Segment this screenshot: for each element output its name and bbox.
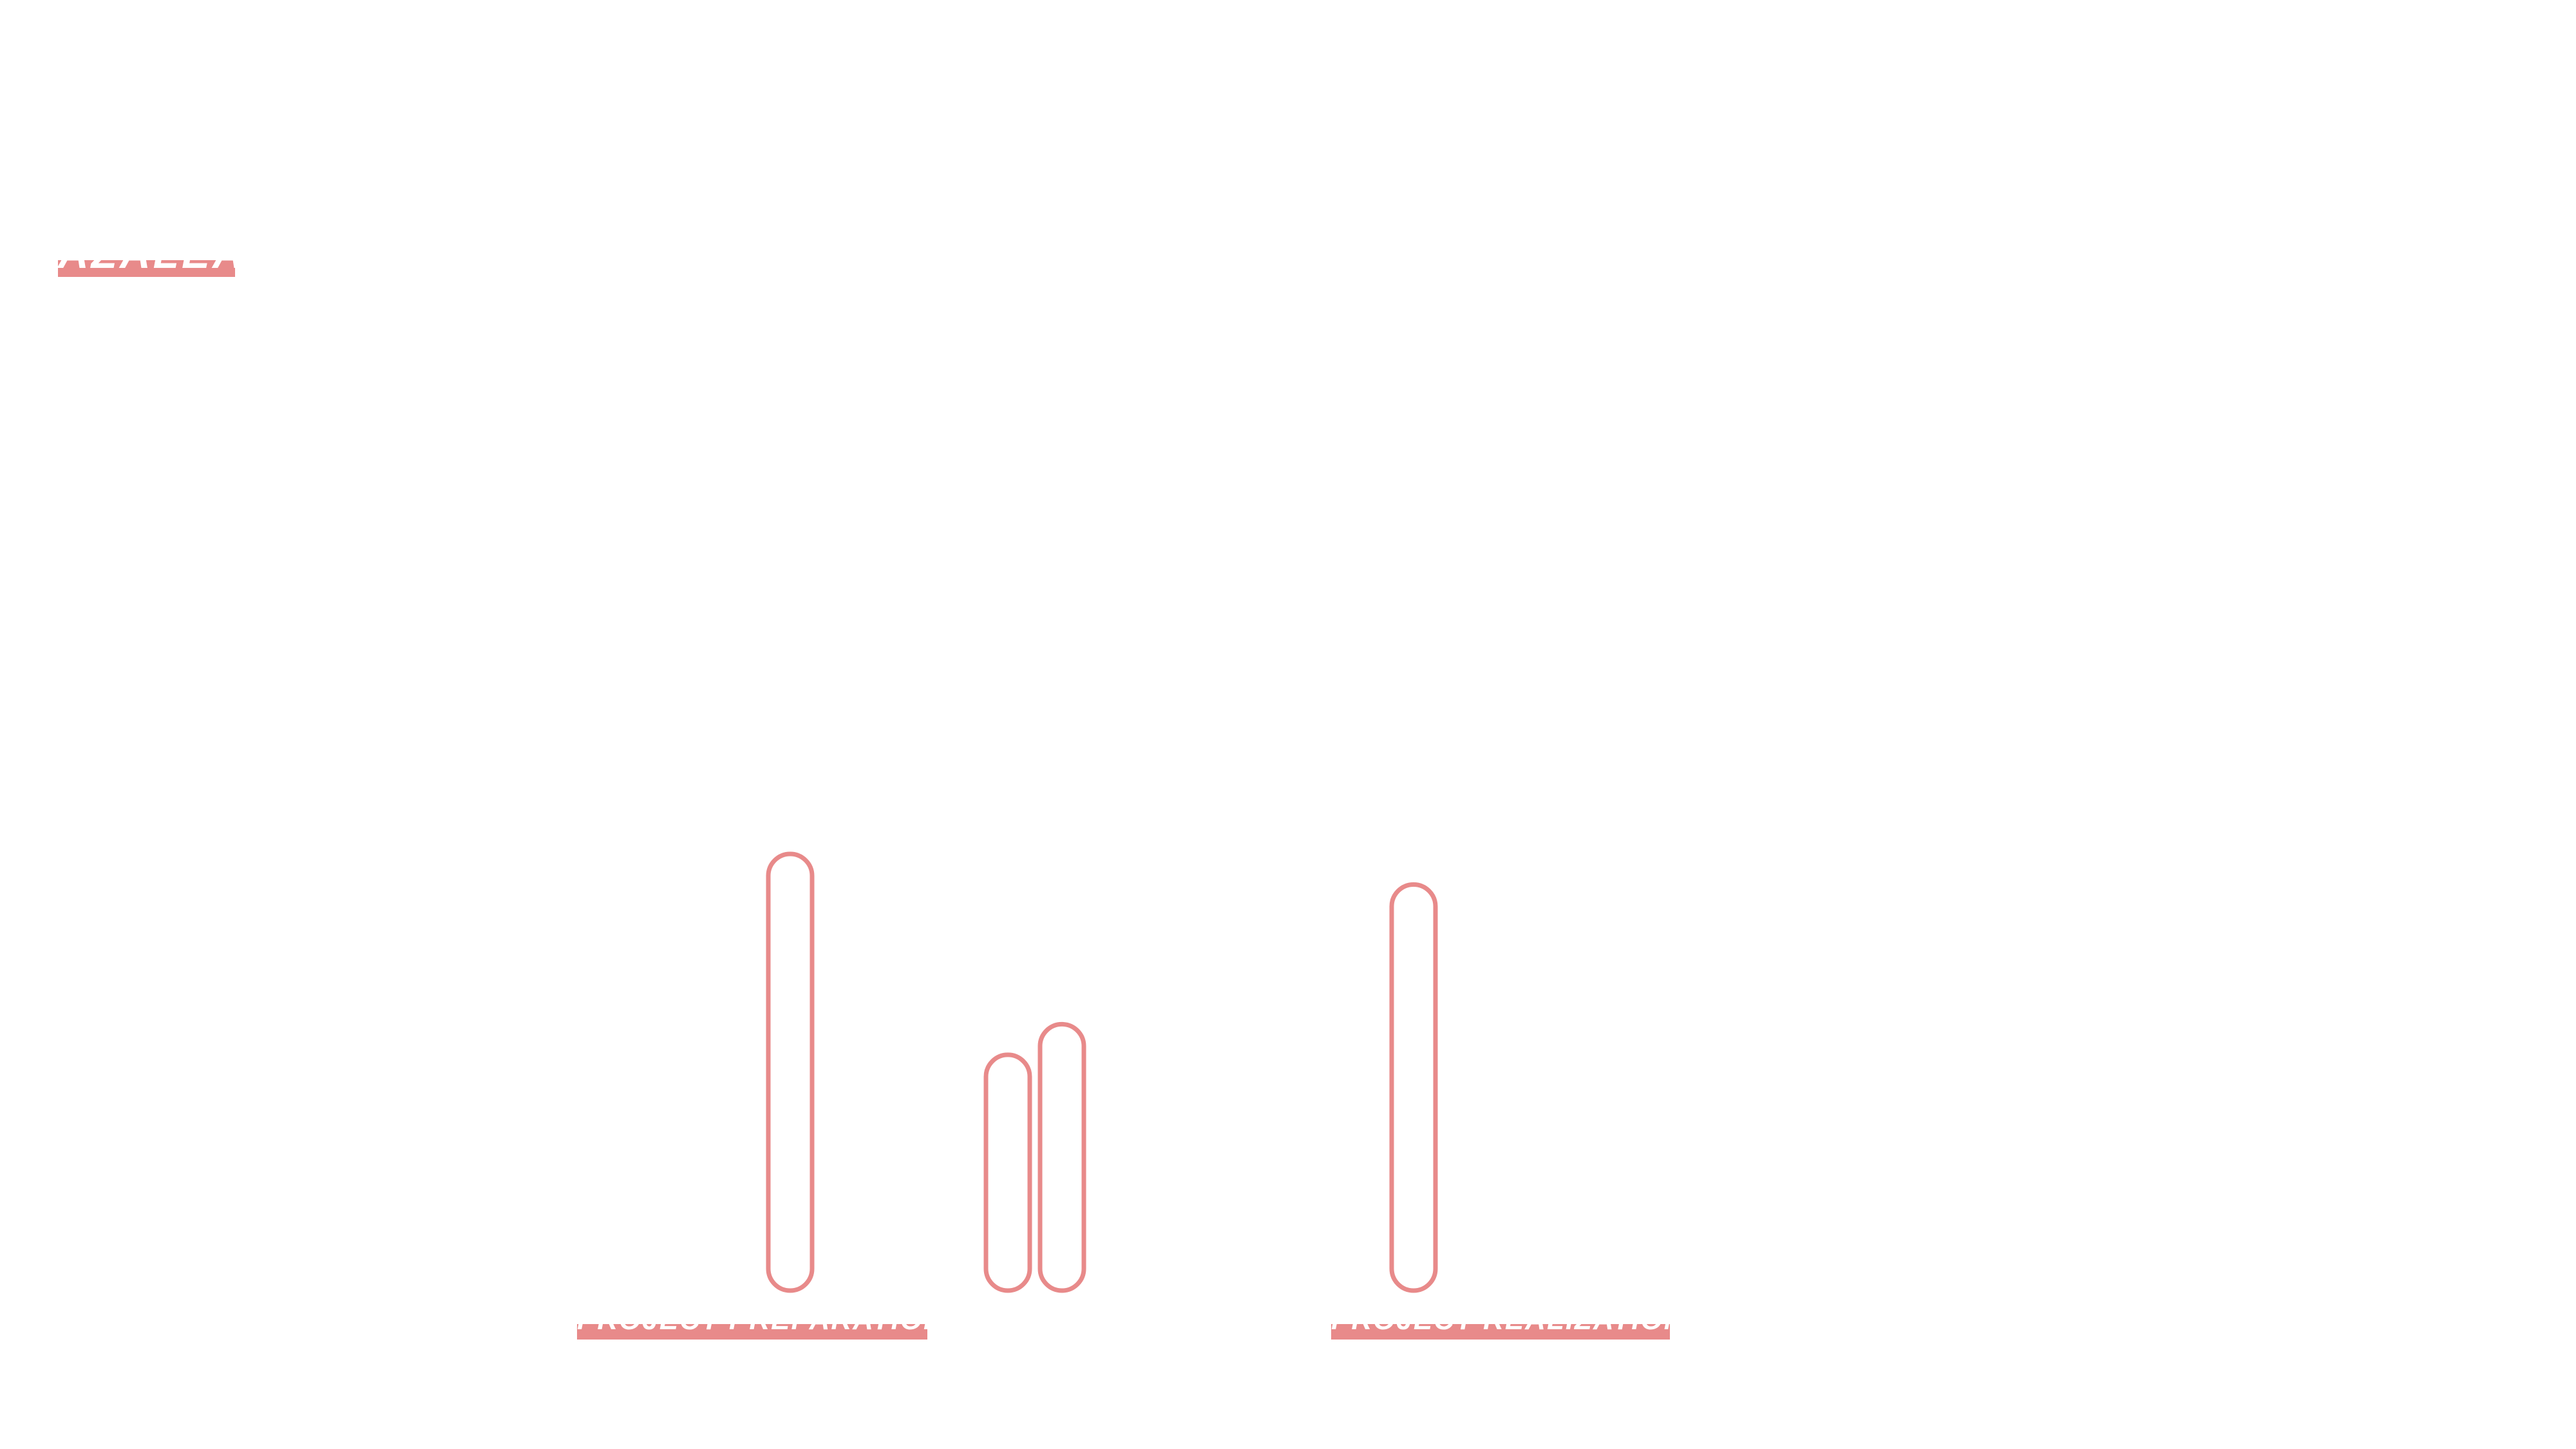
bar-series-0-category-0 <box>766 851 815 1293</box>
category-label-text: PROJECT PREPARATION <box>577 1304 927 1336</box>
bar-series-1-category-0 <box>983 1052 1032 1293</box>
brand-label-text: AZALEA <box>58 232 235 277</box>
brand-label: AZALEA <box>58 232 235 277</box>
category-label-project-realization: PROJECT REALIZATION <box>1331 1301 1670 1340</box>
bar-series-2-category-0 <box>1037 1021 1086 1293</box>
category-label-project-preparation: PROJECT PREPARATION <box>577 1301 927 1340</box>
bar-series-0-category-1 <box>1389 882 1438 1293</box>
category-label-text: PROJECT REALIZATION <box>1331 1304 1670 1336</box>
brand-label-bar <box>58 260 235 277</box>
category-label-bar <box>1331 1324 1670 1340</box>
category-label-bar <box>577 1324 927 1340</box>
